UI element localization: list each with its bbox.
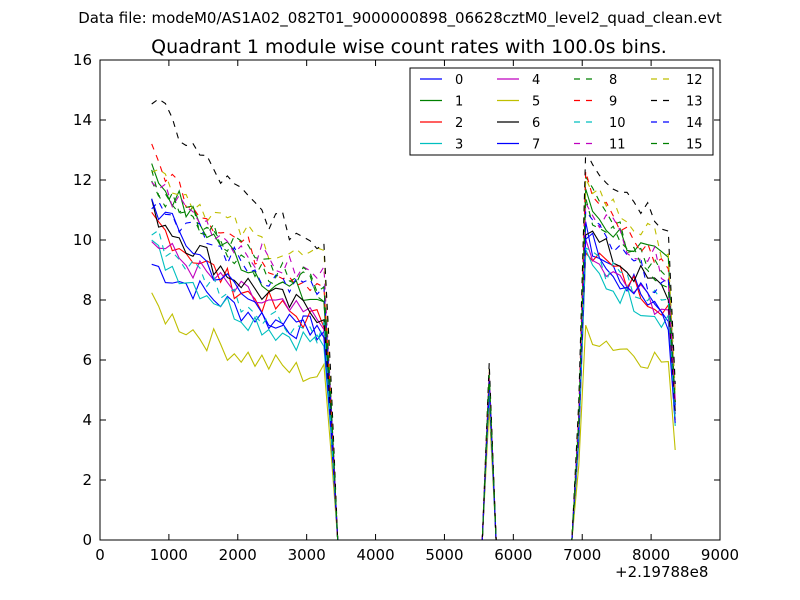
- legend-label-8: 8: [609, 73, 617, 88]
- x-tick-label: 7000: [563, 546, 601, 564]
- x-tick-label: 3000: [288, 546, 326, 564]
- series-line-10: [151, 229, 676, 541]
- legend-label-9: 9: [609, 95, 617, 110]
- legend-label-12: 12: [686, 73, 703, 88]
- y-tick-label: 4: [82, 411, 92, 429]
- x-tick-label: 5000: [425, 546, 463, 564]
- x-tick-label: 8000: [632, 546, 670, 564]
- x-tick-label: 4000: [356, 546, 394, 564]
- y-tick-label: 16: [73, 51, 92, 69]
- legend-label-14: 14: [686, 116, 703, 131]
- x-tick-label: 6000: [494, 546, 532, 564]
- y-tick-label: 0: [82, 531, 92, 549]
- series-line-12: [151, 168, 676, 541]
- x-axis-offset-label: +2.19788e8: [615, 563, 709, 581]
- y-tick-label: 2: [82, 471, 92, 489]
- legend-label-0: 0: [455, 73, 463, 88]
- legend-label-2: 2: [455, 116, 463, 131]
- legend-box: [409, 67, 714, 156]
- legend-label-11: 11: [609, 138, 626, 153]
- legend-label-1: 1: [455, 95, 463, 110]
- x-tick-label: 2000: [219, 546, 257, 564]
- legend-label-5: 5: [532, 95, 540, 110]
- y-tick-label: 10: [73, 231, 92, 249]
- legend-label-15: 15: [686, 138, 703, 153]
- legend-label-3: 3: [455, 138, 463, 153]
- y-tick-label: 8: [82, 291, 92, 309]
- plot-title: Quadrant 1 module wise count rates with …: [151, 36, 667, 58]
- legend-label-6: 6: [532, 116, 540, 131]
- series-line-15: [151, 169, 676, 541]
- legend-label-10: 10: [609, 116, 626, 131]
- y-tick-label: 6: [82, 351, 92, 369]
- legend-label-13: 13: [686, 95, 703, 110]
- legend-label-7: 7: [532, 138, 540, 153]
- legend-label-4: 4: [532, 73, 540, 88]
- plot-frame: [99, 59, 721, 541]
- series-line-11: [151, 181, 676, 541]
- x-tick-label: 1000: [150, 546, 188, 564]
- y-tick-label: 12: [73, 171, 92, 189]
- y-tick-label: 14: [73, 111, 92, 129]
- x-tick-label: 9000: [701, 546, 739, 564]
- figure-suptitle: Data file: modeM0/AS1A02_082T01_90000008…: [78, 9, 722, 27]
- series-line-14: [151, 200, 676, 541]
- x-tick-label: 0: [95, 546, 105, 564]
